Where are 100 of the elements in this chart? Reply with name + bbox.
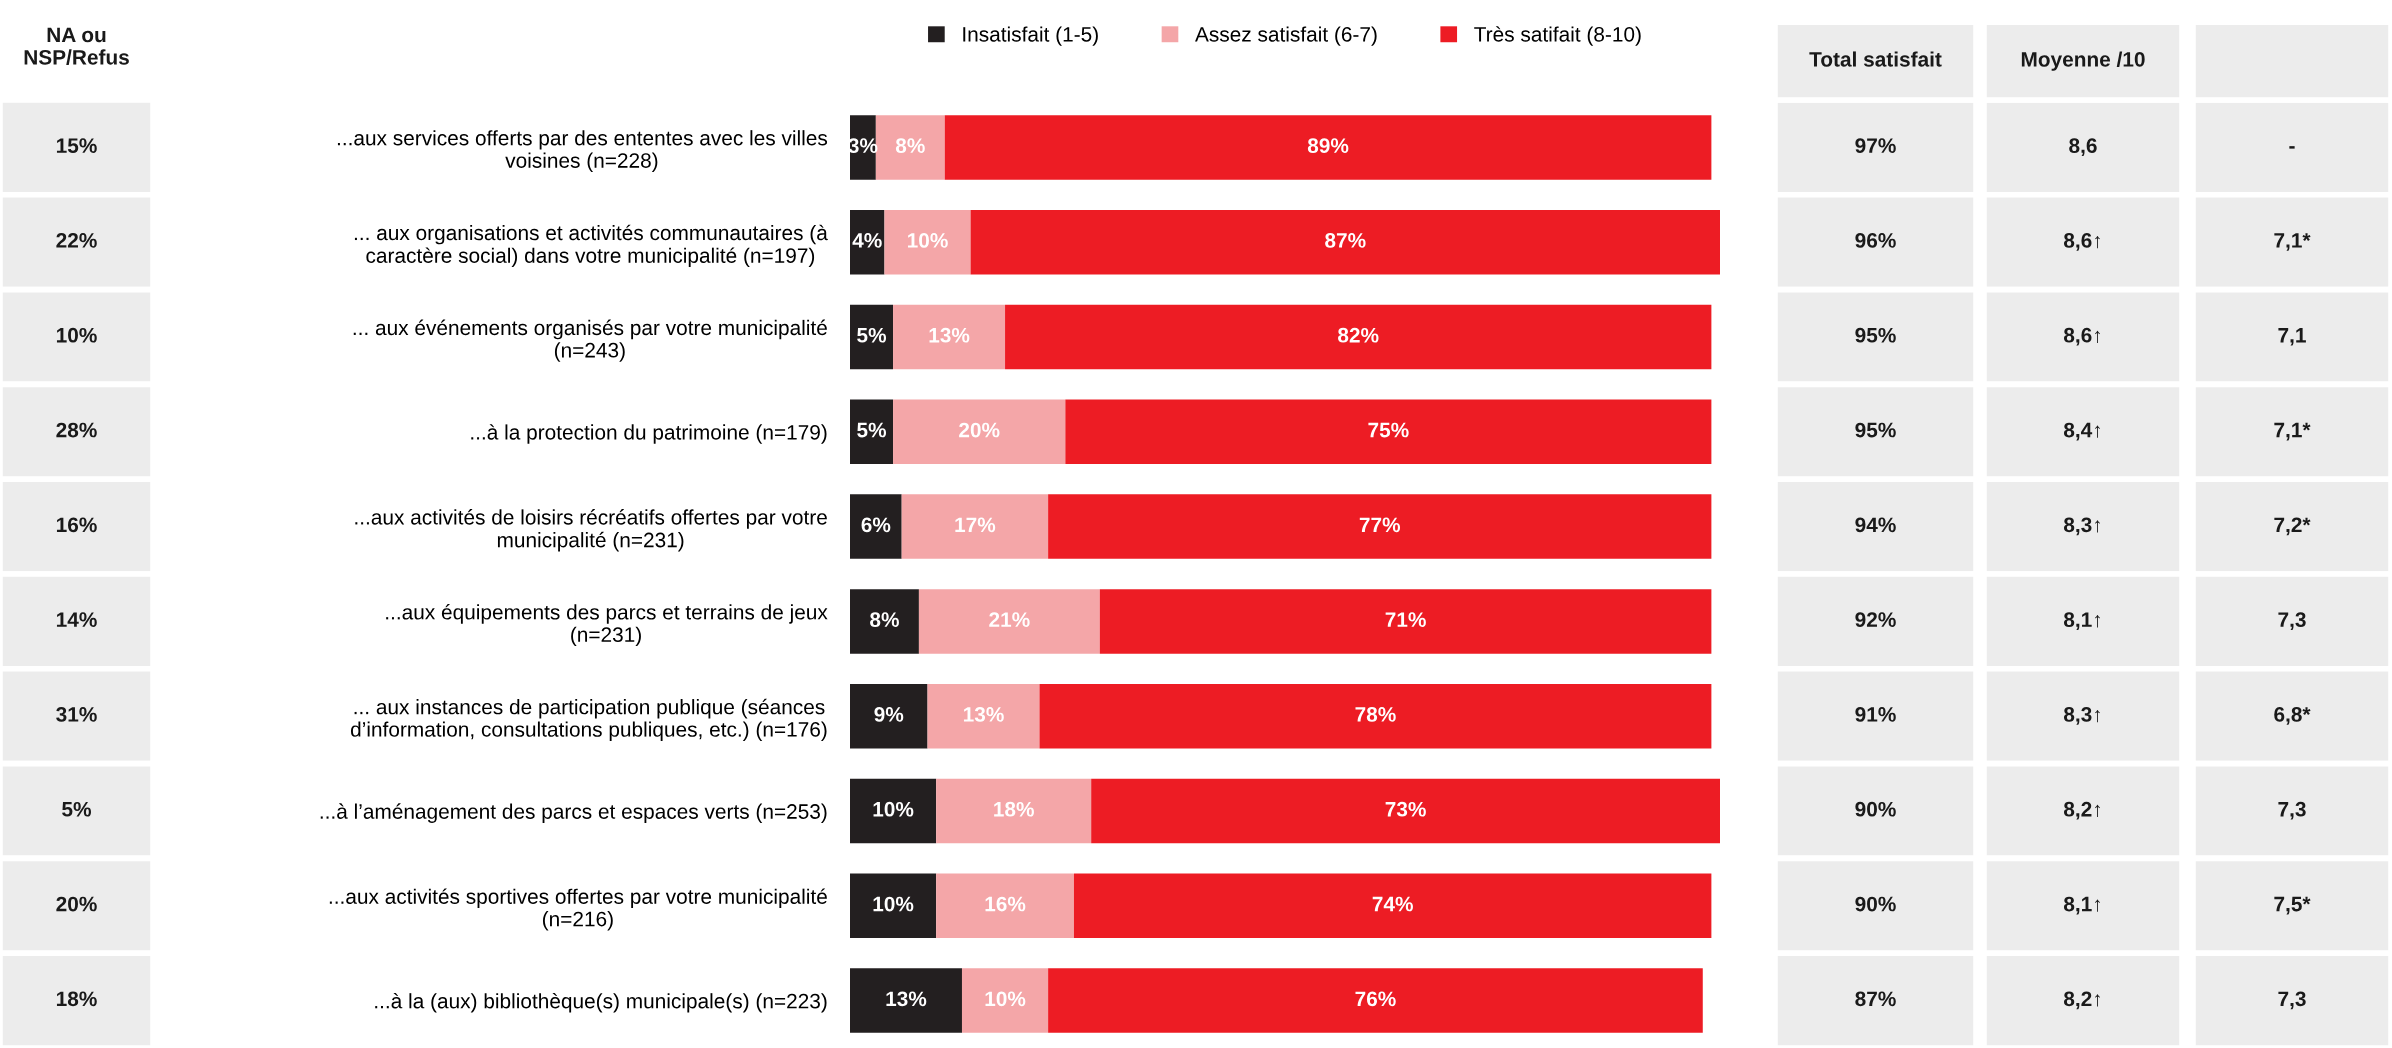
text: 8,6↑ — [2063, 233, 2100, 251]
bar — [1073, 873, 1712, 939]
text: 96% — [1855, 233, 1896, 248]
text: 22% — [56, 233, 97, 248]
data-label: 13% — [963, 707, 1004, 722]
y-tick-label: ... aux organisations et activités communautaires (à caractère social) dans votre municipalité (n=197) — [354, 224, 828, 268]
data-label: 9% — [874, 707, 904, 722]
data-label: 74% — [1372, 896, 1413, 912]
text: 8,1↑ — [2063, 612, 2100, 631]
text: - — [2289, 146, 2295, 149]
text: 90% — [1855, 801, 1896, 817]
data-label: 17% — [955, 517, 996, 533]
text: 94% — [1855, 517, 1896, 533]
bar — [1048, 494, 1712, 559]
text: 7,5* — [2274, 896, 2311, 915]
y-tick-label: ...à la protection du patrimoine (n=179) — [471, 424, 827, 444]
bar — [927, 683, 1040, 749]
text: 14% — [56, 612, 97, 627]
text: 10% — [56, 327, 97, 343]
text: 7,3 — [2278, 991, 2306, 1010]
y-tick-label: ...aux activités de loisirs récréatifs offertes par votre municipalité (n=231) — [355, 509, 827, 552]
data-label: 78% — [1355, 707, 1396, 722]
text: 8,2↑ — [2063, 991, 2100, 1010]
text: 92% — [1855, 612, 1896, 627]
data-label: 5% — [857, 327, 887, 343]
bar — [1005, 304, 1712, 370]
y-tick-label: ...aux services offerts par des ententes avec les villes voisines (n=228) — [337, 130, 828, 172]
text: 7,3 — [2278, 801, 2306, 820]
text: 95% — [1855, 327, 1896, 343]
bar — [893, 304, 1006, 370]
data-label: 76% — [1355, 991, 1396, 1007]
text: 95% — [1855, 422, 1896, 438]
data-label: 87% — [1325, 233, 1366, 248]
y-tick-label: ... aux événements organisés par votre municipalité (n=243) — [353, 319, 827, 362]
data-label: 75% — [1368, 422, 1409, 438]
text: 15% — [56, 138, 97, 153]
y-tick-label: ...aux activités sportives offertes par votre municipalité (n=216) — [329, 888, 827, 931]
data-label: 89% — [1307, 138, 1349, 153]
data-label: 8% — [870, 612, 899, 627]
bar — [850, 873, 937, 939]
text: 7,1* — [2274, 233, 2311, 251]
bar — [850, 494, 902, 559]
data-label: 18% — [994, 801, 1034, 817]
legend-label: Insatisfait (1-5) — [963, 26, 1098, 46]
text: 7,3 — [2278, 612, 2306, 631]
bar — [918, 589, 1100, 654]
y-tick-label: ...à l’aménagement des parcs et espaces verts (n=253) — [320, 803, 827, 823]
data-label: 71% — [1385, 612, 1426, 627]
bar — [936, 778, 1092, 844]
text: 28% — [56, 422, 97, 438]
bar — [1048, 968, 1703, 1033]
text: 31% — [56, 707, 97, 722]
data-label: 77% — [1359, 517, 1401, 533]
text: 6,8* — [2274, 707, 2311, 725]
legend-label: Assez satisfait (6-7) — [1195, 26, 1377, 46]
text: 97% — [1855, 138, 1896, 153]
bar — [850, 778, 937, 844]
data-label: 8% — [895, 138, 925, 153]
bar — [893, 399, 1066, 465]
data-label: 13% — [886, 991, 927, 1007]
data-label: 10% — [873, 801, 914, 817]
data-label: 10% — [873, 896, 914, 912]
bar — [1099, 589, 1712, 654]
text: 8,3↑ — [2063, 707, 2100, 725]
text: Moyenne /10 — [2021, 51, 2145, 71]
bar — [850, 399, 894, 465]
text: 87% — [1855, 991, 1896, 1007]
data-label: 5% — [857, 422, 887, 438]
text: 16% — [56, 517, 97, 533]
text: 18% — [56, 991, 97, 1007]
bar — [961, 968, 1049, 1033]
bar — [850, 683, 928, 749]
text: NA ou NSP/Refus — [24, 27, 129, 65]
y-tick-label: ...aux équipements des parcs et terrains de jeux (n=231) — [386, 604, 828, 647]
text: 8,3↑ — [2063, 517, 2100, 536]
bar — [901, 494, 1049, 559]
data-label: 82% — [1338, 327, 1379, 343]
bar — [944, 115, 1712, 180]
y-tick-label: ... aux instances de participation publique (séances d’information, consultations publiques, etc.) (n=176) — [350, 698, 827, 741]
data-label: 4% — [852, 233, 882, 248]
bar — [850, 589, 919, 654]
text: 5% — [62, 801, 92, 817]
text: 7,1* — [2274, 422, 2311, 441]
text: 7,1 — [2278, 328, 2306, 346]
data-label: 13% — [929, 327, 970, 343]
legend-label: Très satifait (8-10) — [1474, 26, 1641, 46]
data-label: 20% — [959, 422, 1000, 438]
bar — [1091, 778, 1720, 844]
text: Total satisfait — [1809, 51, 1942, 67]
data-label: 16% — [985, 896, 1026, 912]
bar — [850, 304, 894, 370]
text: 8,4↑ — [2063, 422, 2100, 441]
data-label: 10% — [985, 991, 1026, 1007]
data-label: 73% — [1385, 801, 1426, 817]
text: 8,6↑ — [2063, 327, 2100, 346]
text: 8,6 — [2069, 138, 2097, 157]
data-label: 10% — [907, 233, 948, 248]
text: 90% — [1855, 896, 1896, 912]
data-label: 21% — [989, 612, 1030, 627]
text: 8,1↑ — [2063, 896, 2100, 915]
